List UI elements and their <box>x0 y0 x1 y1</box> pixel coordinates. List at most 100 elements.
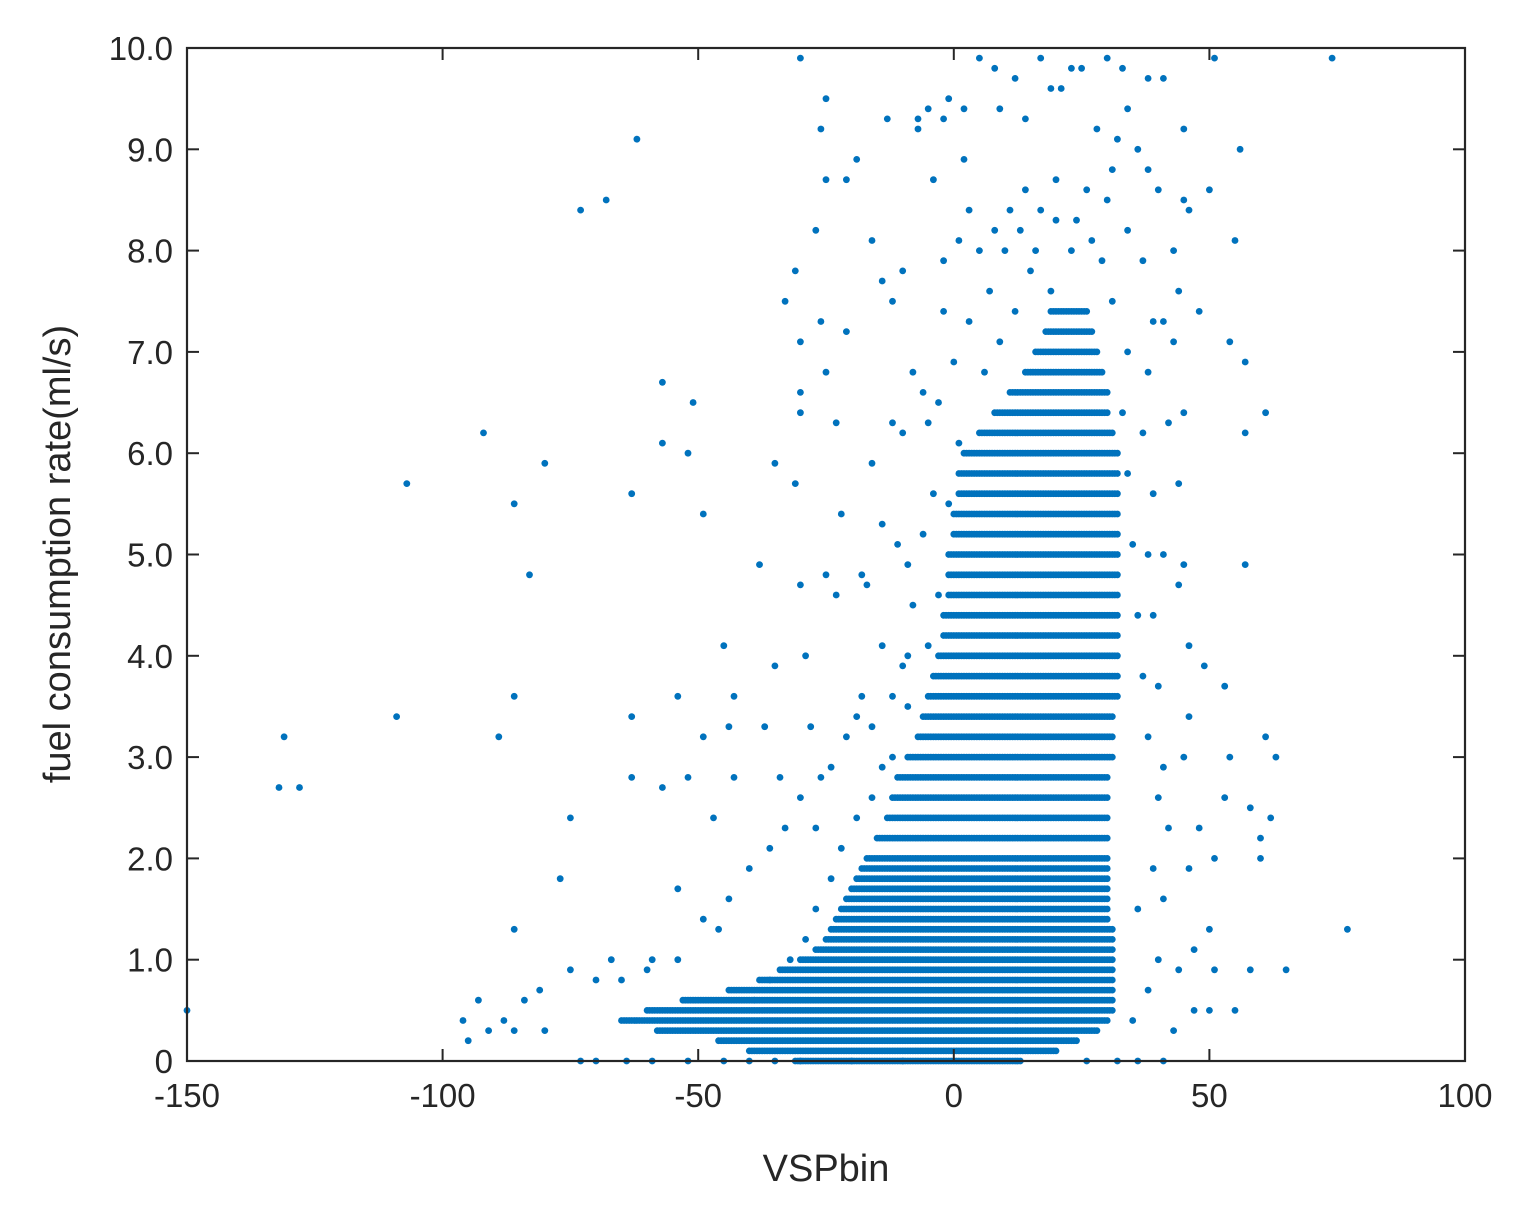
data-point <box>1144 75 1152 82</box>
data-point <box>822 368 830 376</box>
data-point <box>393 713 400 720</box>
data-point <box>1262 409 1269 417</box>
data-point <box>940 308 947 315</box>
data-point <box>1149 865 1157 872</box>
data-point <box>510 925 518 933</box>
data-point <box>924 419 932 427</box>
data-point <box>1011 75 1019 82</box>
data-point <box>976 247 983 255</box>
data-point <box>684 774 692 781</box>
x-tick-label: 50 <box>1191 1077 1228 1114</box>
data-point <box>1093 348 1101 356</box>
data-point <box>1037 206 1045 214</box>
data-point <box>1068 64 1075 72</box>
data-point <box>510 1027 518 1034</box>
data-point <box>889 753 896 761</box>
data-point <box>1139 257 1147 265</box>
data-point <box>781 297 789 305</box>
data-point <box>1006 206 1014 214</box>
data-point <box>1139 672 1147 680</box>
data-point <box>1098 257 1106 265</box>
data-point <box>904 652 912 660</box>
data-point <box>1108 1007 1116 1014</box>
data-point <box>1180 125 1188 133</box>
data-point <box>1098 368 1106 376</box>
data-point <box>1022 186 1029 194</box>
data-point <box>715 925 722 933</box>
x-tick-label: 0 <box>945 1077 963 1114</box>
data-point <box>699 510 707 518</box>
data-point <box>853 814 861 822</box>
data-point <box>996 338 1004 346</box>
x-tick-label: 100 <box>1437 1077 1492 1114</box>
data-point <box>459 1017 467 1024</box>
data-point <box>1103 1017 1111 1024</box>
data-point <box>1206 1007 1213 1014</box>
data-point <box>602 196 610 204</box>
data-point <box>1047 287 1055 295</box>
data-point <box>1088 328 1096 335</box>
data-point <box>791 267 799 275</box>
data-point <box>1108 976 1116 984</box>
data-point <box>960 156 968 163</box>
data-point <box>1236 145 1244 153</box>
data-point <box>904 703 912 710</box>
data-point <box>1073 1037 1080 1045</box>
data-point <box>812 905 820 913</box>
data-point <box>797 794 804 801</box>
data-point <box>991 64 999 72</box>
data-point <box>1088 237 1096 244</box>
data-point <box>1114 692 1121 700</box>
data-point <box>674 885 682 893</box>
data-point <box>1149 490 1157 498</box>
data-point <box>878 277 886 285</box>
data-point <box>541 459 549 467</box>
data-point <box>1144 733 1152 741</box>
data-point <box>1180 561 1188 568</box>
data-point <box>797 581 804 589</box>
data-point <box>1328 54 1336 62</box>
data-point <box>1114 510 1121 518</box>
data-point <box>1103 905 1111 913</box>
data-point <box>853 713 861 720</box>
data-point <box>935 399 942 406</box>
data-point <box>1144 986 1152 994</box>
data-point <box>674 956 682 964</box>
data-point <box>1206 925 1213 933</box>
data-point <box>781 824 789 832</box>
data-point <box>751 996 758 1004</box>
data-point <box>940 257 947 265</box>
data-point <box>1103 915 1111 923</box>
data-point <box>1221 682 1229 690</box>
data-point <box>868 794 876 801</box>
data-point <box>1134 611 1142 619</box>
data-point <box>577 206 584 214</box>
data-point <box>1108 996 1116 1004</box>
y-tick-label: 10.0 <box>109 30 173 67</box>
data-point <box>659 784 666 791</box>
data-point <box>986 287 993 295</box>
data-point <box>863 581 871 589</box>
data-point <box>1185 642 1193 650</box>
data-point <box>1078 64 1085 72</box>
y-tick-label: 0 <box>155 1043 173 1080</box>
data-point <box>1190 1007 1198 1014</box>
data-point <box>1103 875 1111 883</box>
data-point <box>802 936 809 943</box>
data-point <box>1027 267 1034 275</box>
data-point <box>899 429 907 437</box>
data-point <box>1103 895 1111 903</box>
data-point <box>1114 470 1121 477</box>
data-point <box>771 459 779 467</box>
data-point <box>832 419 840 427</box>
data-point <box>607 956 615 964</box>
data-point <box>1103 196 1111 204</box>
data-point <box>475 996 482 1004</box>
data-point <box>1108 925 1116 933</box>
data-point <box>464 1037 472 1045</box>
data-point <box>1108 166 1116 174</box>
data-point <box>909 368 917 376</box>
data-point <box>1154 186 1162 194</box>
